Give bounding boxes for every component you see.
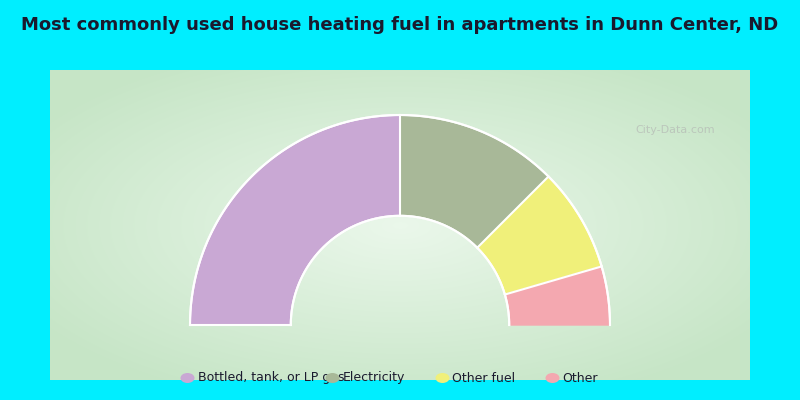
Ellipse shape: [326, 373, 339, 383]
Ellipse shape: [435, 373, 450, 383]
Text: Bottled, tank, or LP gas: Bottled, tank, or LP gas: [198, 372, 344, 384]
Text: Other fuel: Other fuel: [453, 372, 516, 384]
Ellipse shape: [546, 373, 559, 383]
Text: City-Data.com: City-Data.com: [635, 125, 714, 135]
Polygon shape: [190, 115, 400, 325]
Polygon shape: [478, 176, 602, 294]
Polygon shape: [400, 115, 549, 248]
Text: Most commonly used house heating fuel in apartments in Dunn Center, ND: Most commonly used house heating fuel in…: [22, 16, 778, 34]
Text: Other: Other: [562, 372, 598, 384]
Text: Electricity: Electricity: [342, 372, 405, 384]
Polygon shape: [505, 266, 610, 325]
Ellipse shape: [181, 373, 194, 383]
